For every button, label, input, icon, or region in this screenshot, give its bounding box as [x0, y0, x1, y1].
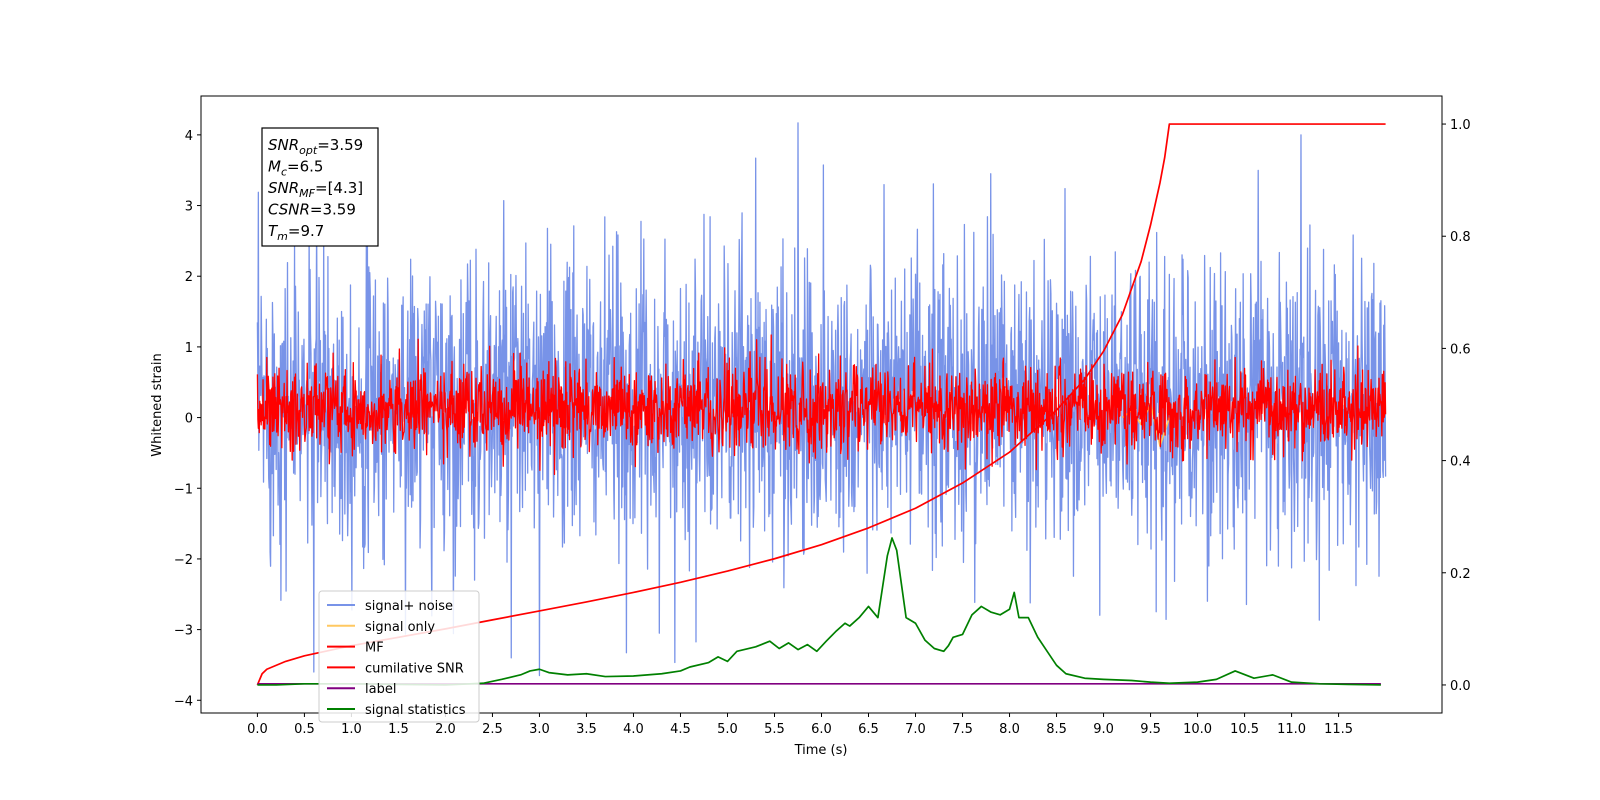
x-tick-label: 10.0 [1183, 722, 1212, 737]
annotation-line: Tm=9.7 [268, 222, 324, 243]
legend-label: label [365, 682, 396, 697]
legend-label: signal+ noise [365, 599, 453, 614]
legend-frame [318, 590, 480, 723]
annotation-line: SNRopt=3.59 [268, 136, 363, 157]
x-tick-label: 4.0 [623, 722, 644, 737]
y-tick-label: −3 [174, 624, 193, 639]
y2-tick-label: 0.2 [1450, 567, 1471, 582]
x-tick-label: 11.0 [1277, 722, 1306, 737]
x-tick-label: 5.0 [717, 722, 738, 737]
y-tick-label: 0 [185, 412, 193, 427]
y-tick-label: 4 [185, 129, 193, 144]
x-tick-label: 3.0 [529, 722, 550, 737]
y-tick-label: −2 [174, 553, 193, 568]
x-tick-label: 11.5 [1324, 722, 1353, 737]
x-tick-label: 1.0 [341, 722, 362, 737]
x-tick-label: 0.0 [247, 722, 268, 737]
x-tick-label: 8.5 [1046, 722, 1067, 737]
x-axis: 0.0 0.5 1.0 1.5 2.0 2.5 3.0 3.5 4.0 4.5 5.0 5.5 6.0 6… [247, 713, 1353, 737]
y-tick-label: 3 [185, 200, 193, 215]
y-tick-label: 1 [185, 341, 193, 356]
x-tick-label: 9.5 [1140, 722, 1161, 737]
x-tick-label: 7.0 [905, 722, 926, 737]
x-tick-label: 1.5 [388, 722, 409, 737]
y-tick-label: −4 [174, 694, 193, 709]
x-tick-label: 4.5 [670, 722, 691, 737]
y-axis-right: 0.0 0.2 0.4 0.6 0.8 1.0 [1442, 118, 1471, 694]
y2-tick-label: 0.4 [1450, 455, 1471, 470]
series-line-5 [257, 537, 1381, 686]
x-tick-label: 0.5 [294, 722, 315, 737]
x-tick-label: 7.5 [952, 722, 973, 737]
x-tick-label: 2.5 [482, 722, 503, 737]
x-tick-label: 6.0 [811, 722, 832, 737]
x-tick-label: 3.5 [576, 722, 597, 737]
legend-label: signal statistics [365, 703, 466, 718]
y-axis-label: Whitened strain [150, 353, 165, 456]
annotation-line: SNRMF=[4.3] [268, 179, 363, 200]
y2-tick-label: 0.8 [1450, 230, 1471, 245]
y-axis-left: −4 −3 −2 −1 0 1 2 3 4 [174, 129, 201, 709]
x-tick-label: 9.0 [1093, 722, 1114, 737]
y-tick-label: 2 [185, 270, 193, 285]
y2-tick-label: 0.6 [1450, 342, 1471, 357]
annotation-line: CSNR=3.59 [268, 201, 356, 219]
annotation-line: Mc=6.5 [268, 158, 323, 179]
legend-label: cumilative SNR [365, 661, 464, 676]
y2-tick-label: 0.0 [1450, 679, 1471, 694]
x-tick-label: 8.0 [999, 722, 1020, 737]
y2-tick-label: 1.0 [1450, 118, 1471, 133]
x-tick-label: 6.5 [858, 722, 879, 737]
x-tick-label: 2.0 [435, 722, 456, 737]
x-tick-label: 5.5 [764, 722, 785, 737]
x-axis-label: Time (s) [794, 743, 848, 758]
legend-label: MF [365, 641, 384, 656]
legend-label: signal only [365, 620, 435, 635]
y-tick-label: −1 [174, 482, 193, 497]
x-tick-label: 10.5 [1230, 722, 1259, 737]
legend: signal+ noise signal only MF cumilative SNR… [318, 590, 480, 723]
series-line-2 [256, 334, 1387, 476]
annotation-frame [261, 127, 379, 247]
